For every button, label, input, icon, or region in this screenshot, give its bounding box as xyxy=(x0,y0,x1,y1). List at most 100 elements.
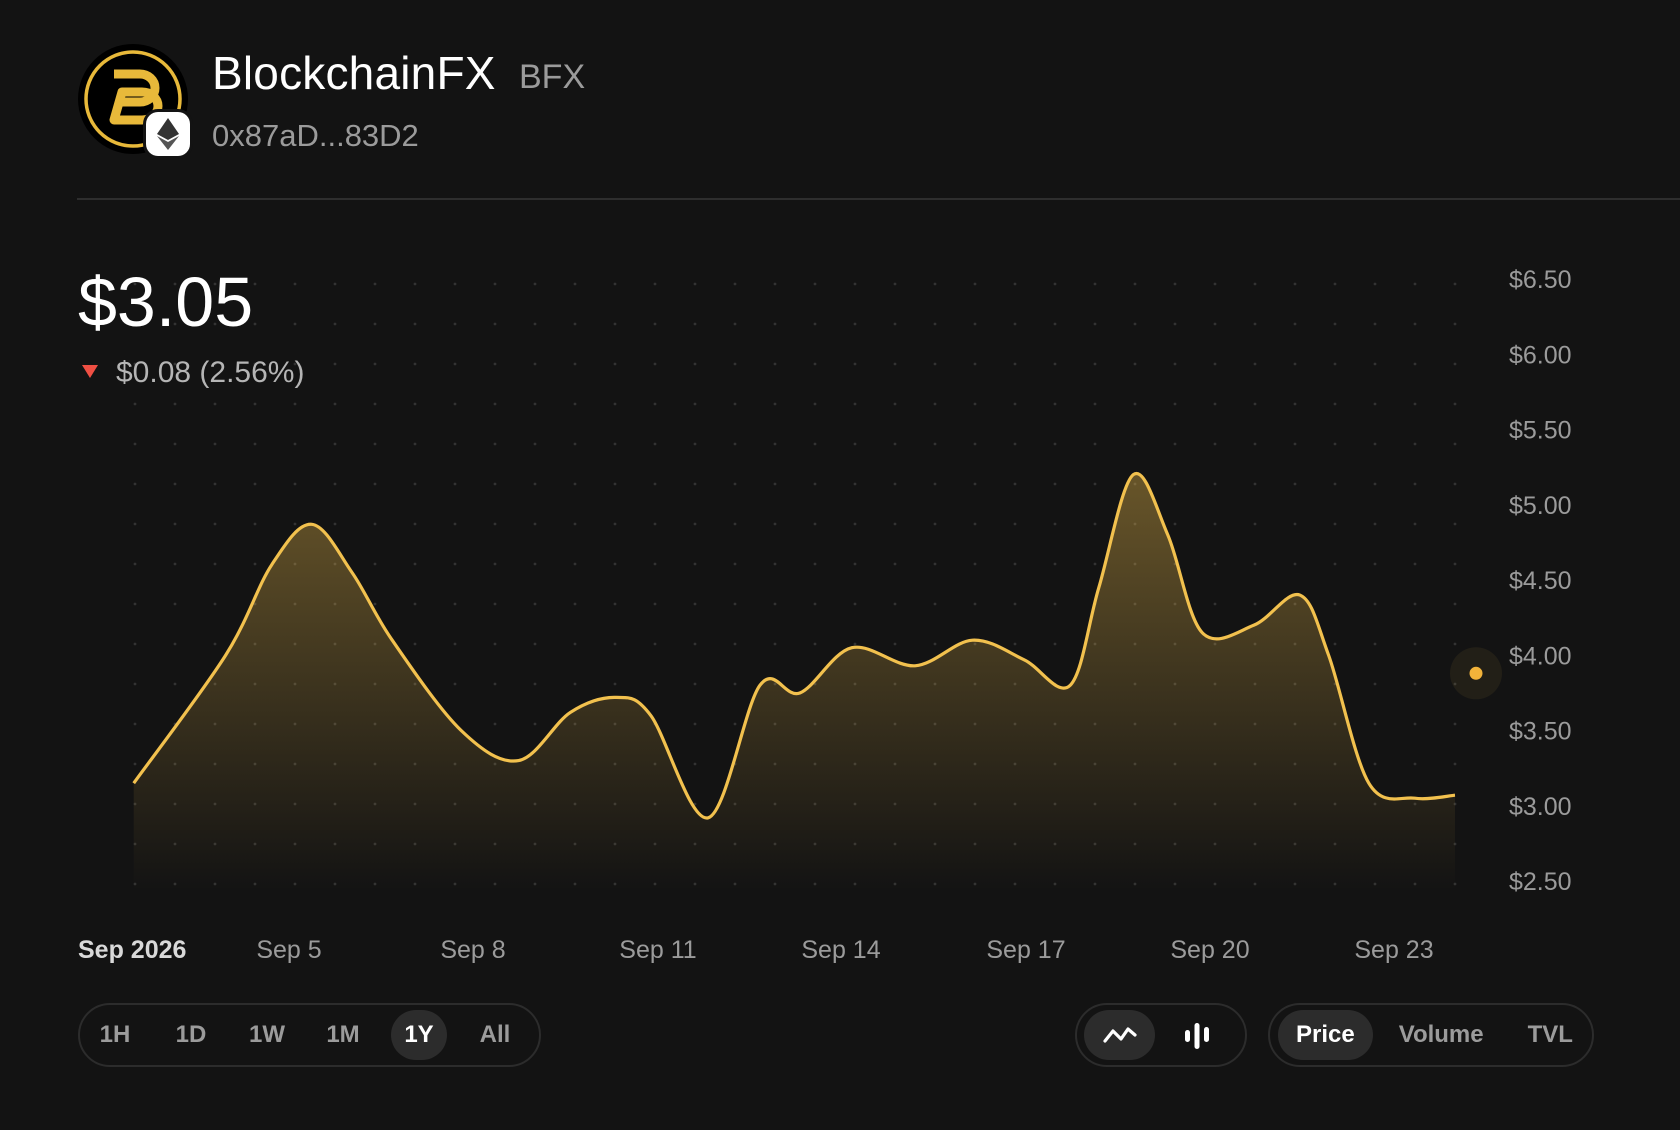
grid-dot xyxy=(1293,282,1297,286)
grid-dot xyxy=(613,562,617,566)
candlestick-chart-button[interactable] xyxy=(1161,1010,1232,1060)
grid-dot xyxy=(133,482,137,486)
y-tick-label: $5.00 xyxy=(1509,492,1572,520)
grid-dot xyxy=(1413,322,1417,326)
grid-dot xyxy=(813,362,817,366)
grid-dot xyxy=(693,682,697,686)
x-tick-label: Sep 11 xyxy=(619,936,696,964)
grid-dot xyxy=(173,442,177,446)
grid-dot xyxy=(1013,442,1017,446)
metric-volume-button[interactable]: Volume xyxy=(1398,1021,1484,1048)
grid-dot xyxy=(493,682,497,686)
y-tick-label: $5.50 xyxy=(1509,417,1572,445)
grid-dot xyxy=(1213,602,1217,606)
ethereum-icon xyxy=(157,118,179,150)
grid-dot xyxy=(733,322,737,326)
grid-dot xyxy=(1013,562,1017,566)
grid-dot xyxy=(213,362,217,366)
grid-dot xyxy=(333,442,337,446)
grid-dot xyxy=(1333,322,1337,326)
grid-dot xyxy=(653,642,657,646)
grid-dot xyxy=(693,762,697,766)
grid-dot xyxy=(933,322,937,326)
grid-dot xyxy=(813,642,817,646)
grid-dot xyxy=(413,602,417,606)
grid-dot xyxy=(733,522,737,526)
grid-dot xyxy=(1453,682,1457,686)
grid-dot xyxy=(253,522,257,526)
grid-dot xyxy=(533,682,537,686)
metric-price-button[interactable]: Price xyxy=(1278,1010,1373,1060)
grid-dot xyxy=(173,402,177,406)
time-range-1h-button[interactable]: 1H xyxy=(99,1021,131,1048)
grid-dot xyxy=(733,722,737,726)
time-range-1d-button[interactable]: 1D xyxy=(175,1021,207,1048)
grid-dot xyxy=(573,362,577,366)
grid-dot xyxy=(1133,282,1137,286)
grid-dot xyxy=(853,282,857,286)
grid-dot xyxy=(413,642,417,646)
grid-dot xyxy=(1093,282,1097,286)
grid-dot xyxy=(653,522,657,526)
grid-dot xyxy=(1053,642,1057,646)
grid-dot xyxy=(1333,562,1337,566)
grid-dot xyxy=(733,642,737,646)
grid-dot xyxy=(893,522,897,526)
time-range-all-button[interactable]: All xyxy=(479,1021,511,1048)
time-range-1m-button[interactable]: 1M xyxy=(326,1021,360,1048)
grid-dot xyxy=(1293,482,1297,486)
grid-dot xyxy=(573,682,577,686)
grid-dot xyxy=(253,442,257,446)
grid-dot xyxy=(1253,482,1257,486)
grid-dot xyxy=(173,282,177,286)
grid-dot xyxy=(533,522,537,526)
token-header: BlockchainFX BFX 0x87aD...83D2 xyxy=(78,44,778,164)
grid-dot xyxy=(253,562,257,566)
grid-dot xyxy=(1133,442,1137,446)
grid-dot xyxy=(773,642,777,646)
grid-dot xyxy=(453,522,457,526)
grid-dot xyxy=(1213,562,1217,566)
grid-dot xyxy=(213,282,217,286)
grid-dot xyxy=(1093,522,1097,526)
grid-dot xyxy=(1453,762,1457,766)
grid-dot xyxy=(1253,402,1257,406)
grid-dot xyxy=(653,282,657,286)
metric-tvl-button[interactable]: TVL xyxy=(1527,1021,1573,1048)
grid-dot xyxy=(453,282,457,286)
line-chart-button[interactable] xyxy=(1084,1010,1155,1060)
grid-dot xyxy=(853,522,857,526)
grid-dot xyxy=(1013,322,1017,326)
grid-dot xyxy=(653,322,657,326)
time-range-1y-button[interactable]: 1Y xyxy=(391,1010,447,1060)
token-address[interactable]: 0x87aD...83D2 xyxy=(212,118,419,153)
grid-dot xyxy=(733,602,737,606)
grid-dot xyxy=(973,482,977,486)
grid-dot xyxy=(133,562,137,566)
marker-dot xyxy=(1469,666,1483,680)
grid-dot xyxy=(933,482,937,486)
grid-dot xyxy=(533,362,537,366)
line-chart-icon xyxy=(1102,1027,1137,1043)
candlestick-chart-icon xyxy=(1184,1023,1209,1049)
grid-dot xyxy=(493,602,497,606)
grid-dot xyxy=(173,642,177,646)
grid-dot xyxy=(133,642,137,646)
grid-dot xyxy=(973,602,977,606)
grid-dot xyxy=(1413,722,1417,726)
grid-dot xyxy=(533,402,537,406)
grid-dot xyxy=(293,482,297,486)
grid-dot xyxy=(613,442,617,446)
x-tick-label: Sep 2026 xyxy=(78,936,186,964)
grid-dot xyxy=(493,522,497,526)
grid-dot xyxy=(453,562,457,566)
time-range-1w-button[interactable]: 1W xyxy=(249,1021,285,1048)
grid-dot xyxy=(1213,402,1217,406)
grid-dot xyxy=(933,602,937,606)
grid-dot xyxy=(1333,282,1337,286)
grid-dot xyxy=(1413,362,1417,366)
grid-dot xyxy=(293,522,297,526)
grid-dot xyxy=(213,522,217,526)
grid-dot xyxy=(413,362,417,366)
